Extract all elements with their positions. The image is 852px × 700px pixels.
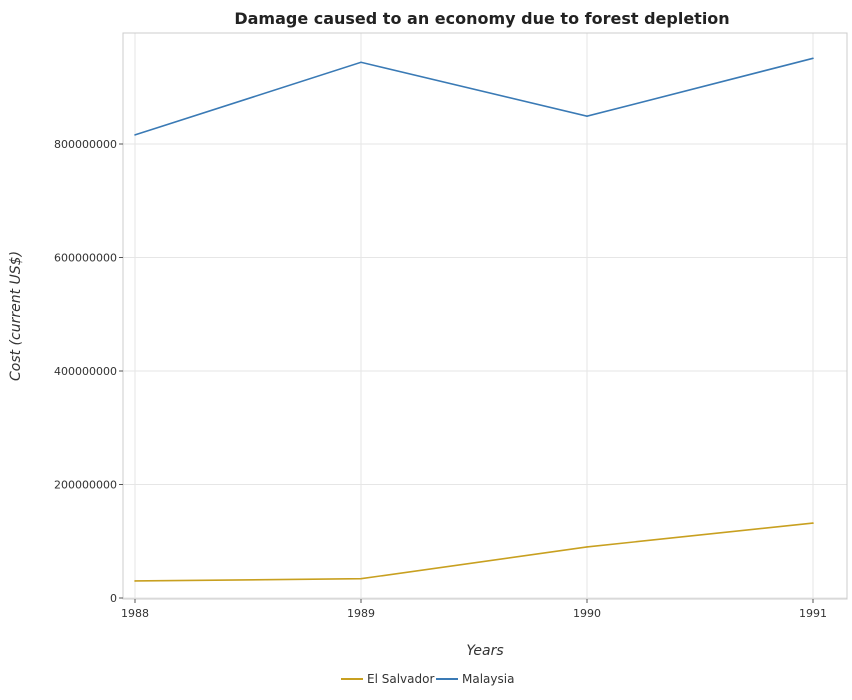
data-point bbox=[586, 546, 588, 548]
x-tick-label: 1988 bbox=[121, 607, 149, 620]
chart-title: Damage caused to an economy due to fores… bbox=[234, 9, 729, 28]
series-group bbox=[134, 57, 814, 582]
legend: El Salvador Malaysia bbox=[341, 672, 514, 686]
y-tick-label: 0 bbox=[110, 592, 117, 605]
x-axis-label: Years bbox=[466, 643, 503, 659]
data-point bbox=[812, 57, 814, 60]
y-tick-label: 200000000 bbox=[54, 479, 117, 492]
x-tick-label: 1989 bbox=[347, 607, 375, 620]
data-point bbox=[134, 134, 136, 136]
data-point bbox=[360, 61, 362, 64]
plot-area-border bbox=[122, 32, 848, 600]
y-axis-label: Cost (current US$) bbox=[8, 251, 24, 381]
data-point bbox=[812, 522, 814, 524]
data-point bbox=[134, 580, 136, 582]
y-axis: 0 200000000 400000000 600000000 800000000 bbox=[54, 138, 123, 605]
y-tick-label: 600000000 bbox=[54, 252, 117, 265]
x-tick-label: 1990 bbox=[573, 607, 601, 620]
data-point bbox=[360, 577, 362, 580]
y-tick-label: 400000000 bbox=[54, 365, 117, 378]
legend-label: Malaysia bbox=[462, 672, 514, 686]
legend-label: El Salvador bbox=[367, 672, 434, 686]
x-tick-label: 1991 bbox=[799, 607, 827, 620]
y-tick-label: 800000000 bbox=[54, 138, 117, 151]
series-line-malaysia bbox=[134, 57, 814, 136]
data-point bbox=[586, 115, 588, 117]
grid bbox=[123, 33, 847, 599]
x-axis: 1988 1989 1990 1991 bbox=[121, 599, 827, 620]
series-line-el-salvador bbox=[134, 522, 814, 582]
